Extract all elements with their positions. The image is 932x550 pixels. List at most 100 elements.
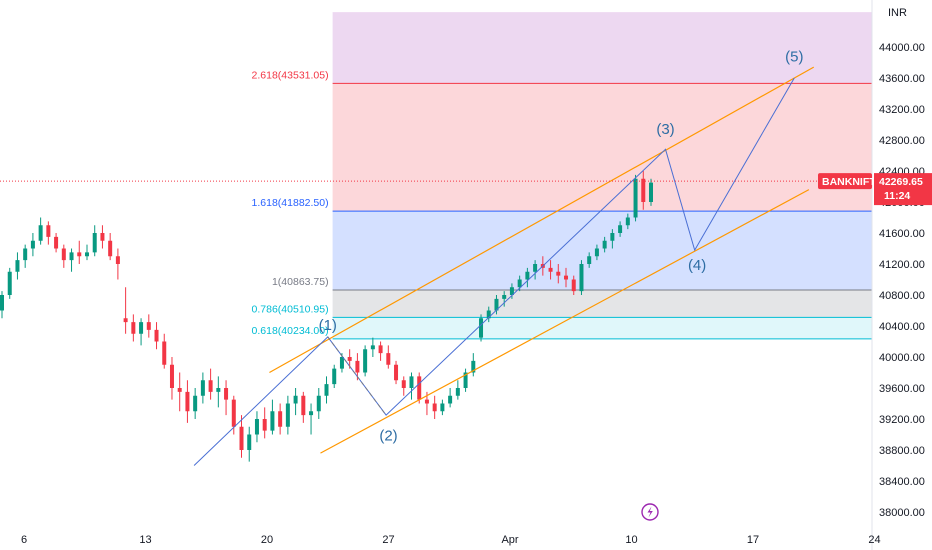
last-price-label: 42269.65 <box>879 176 923 188</box>
candle-body <box>440 403 445 412</box>
y-tick-label[interactable]: 40000.00 <box>879 352 925 364</box>
candle-body <box>556 271 561 276</box>
y-tick-label[interactable]: 38000.00 <box>879 507 925 519</box>
fib-zone <box>332 317 872 339</box>
fib-zone <box>332 211 872 291</box>
x-tick-label[interactable]: 6 <box>21 534 27 546</box>
y-tick-label[interactable]: 44000.00 <box>879 42 925 54</box>
candle-body <box>216 388 221 392</box>
candle-body <box>169 364 174 388</box>
candle-body <box>378 345 383 354</box>
candle-body <box>162 341 167 365</box>
lightning-icon <box>647 506 653 518</box>
fibonacci-extension[interactable]: 2.618(43531.05) 1.618(41882.50) 1(40863.75… <box>252 12 872 340</box>
candle-body <box>448 395 453 404</box>
wave-label: (5) <box>785 49 803 66</box>
candle-body <box>479 318 484 338</box>
candle-body <box>625 217 630 226</box>
event-marker[interactable] <box>641 503 659 521</box>
candle-body <box>262 419 267 431</box>
candle-body <box>618 225 623 233</box>
candle-body <box>339 357 344 369</box>
candle-body <box>386 353 391 365</box>
y-tick-label[interactable]: 40400.00 <box>879 321 925 333</box>
candle-body <box>115 256 120 264</box>
candle-body <box>139 322 144 334</box>
candle-body <box>525 271 530 280</box>
candle-body <box>224 388 229 400</box>
candle-body <box>517 279 522 288</box>
candle-body <box>177 388 182 392</box>
wave-label: (1) <box>319 317 337 334</box>
channel-upper-line[interactable] <box>269 66 815 374</box>
fib-level-label: 0.618(40234.00) <box>252 325 329 337</box>
x-tick-label[interactable]: 10 <box>625 534 637 546</box>
candle-body <box>185 391 190 412</box>
candle-body <box>23 248 28 261</box>
candle-body <box>494 298 499 311</box>
candle-body <box>455 388 460 396</box>
x-tick-label[interactable]: 13 <box>139 534 151 546</box>
bar-countdown-label: 11:24 <box>884 190 910 202</box>
fib-zone <box>332 83 872 212</box>
x-tick-label[interactable]: 17 <box>747 534 759 546</box>
candle-body <box>30 240 35 249</box>
channel-lower-line[interactable] <box>320 189 810 454</box>
candle-body <box>602 240 607 249</box>
candle-body <box>208 380 213 392</box>
y-tick-label[interactable]: 41600.00 <box>879 228 925 240</box>
candle-body <box>146 322 151 330</box>
candle-body <box>509 287 514 295</box>
candle-body <box>649 182 653 202</box>
candle-body <box>394 364 399 381</box>
y-tick-label[interactable]: 38800.00 <box>879 445 925 457</box>
y-tick-label[interactable]: 43200.00 <box>879 104 925 116</box>
candle-body <box>293 395 298 404</box>
x-tick-label[interactable]: Apr <box>501 534 518 546</box>
candle-body <box>363 349 368 373</box>
candle-body <box>579 264 584 292</box>
y-tick-label[interactable]: 42800.00 <box>879 135 925 147</box>
y-tick-label[interactable]: 38400.00 <box>879 476 925 488</box>
candle-body <box>424 399 429 404</box>
candle-body <box>154 329 159 342</box>
candle-body <box>463 372 468 388</box>
candle-body <box>131 322 136 334</box>
candle-body <box>278 411 283 427</box>
elliott-wave-path[interactable]: (1) (2) (3) (4) (5) <box>193 49 803 466</box>
y-tick-label[interactable]: 40800.00 <box>879 290 925 302</box>
trend-channel[interactable] <box>269 66 815 454</box>
candle-body <box>0 295 4 311</box>
candle-body <box>193 395 198 412</box>
fib-level-label: 1(40863.75) <box>272 276 329 288</box>
x-tick-label[interactable]: 27 <box>382 534 394 546</box>
y-tick-label[interactable]: 41200.00 <box>879 259 925 271</box>
x-tick-label[interactable]: 20 <box>261 534 273 546</box>
candle-body <box>486 310 491 319</box>
fib-level-label: 1.618(41882.50) <box>252 197 329 209</box>
candle-body <box>324 384 329 396</box>
candle-body <box>231 399 236 427</box>
y-tick-label[interactable]: 39200.00 <box>879 414 925 426</box>
y-tick-label[interactable]: 39600.00 <box>879 383 925 395</box>
candle-body <box>61 248 66 261</box>
candle-body <box>347 357 352 361</box>
candle-body <box>571 279 576 292</box>
candle-body <box>77 252 82 257</box>
candle-body <box>432 403 437 412</box>
candle-body <box>355 360 360 373</box>
candle-body <box>285 403 290 427</box>
candle-body <box>548 267 553 272</box>
y-tick-label[interactable]: 43600.00 <box>879 73 925 85</box>
candle-body <box>7 271 12 295</box>
currency-label: INR <box>888 7 907 19</box>
wave-path-line[interactable] <box>193 77 795 466</box>
candle-body <box>123 318 128 323</box>
fib-anchor-line <box>327 336 387 416</box>
fib-zone <box>332 12 872 84</box>
x-tick-label[interactable]: 24 <box>868 534 880 546</box>
candlesticks <box>0 171 653 462</box>
candle-body <box>200 380 205 396</box>
